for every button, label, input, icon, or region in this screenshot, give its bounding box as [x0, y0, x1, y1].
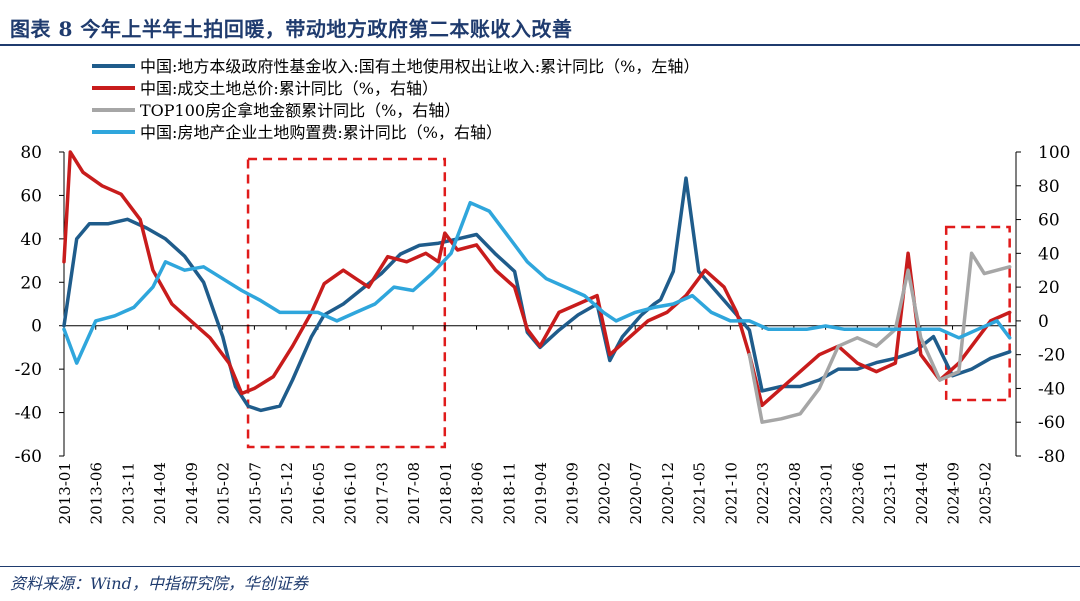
x-tick-label: 2015-02 — [215, 462, 233, 524]
series-line — [747, 251, 1012, 424]
chart-legend: 中国:地方本级政府性基金收入:国有土地使用权出让收入:累计同比（%，左轴） 中国:… — [92, 57, 699, 142]
series-lines — [62, 150, 1012, 424]
left-tick-label: -20 — [15, 360, 42, 380]
legend-label: 中国:成交土地总价:累计同比（%，右轴） — [140, 79, 438, 98]
x-tick-label: 2016-05 — [310, 462, 328, 524]
x-tick-label: 2020-12 — [659, 462, 677, 524]
right-tick-label: 80 — [1038, 177, 1060, 197]
line-chart: 中国:地方本级政府性基金收入:国有土地使用权出让收入:累计同比（%，左轴） 中国:… — [15, 57, 1071, 524]
x-tick-label: 2023-01 — [818, 462, 836, 524]
x-tick-label: 2021-05 — [691, 462, 709, 524]
x-tick-label: 2024-04 — [913, 462, 931, 524]
right-tick-label: -40 — [1038, 379, 1065, 399]
x-tick-label: 2021-10 — [722, 462, 740, 524]
x-tick-label: 2024-09 — [945, 462, 963, 524]
x-tick-label: 2015-07 — [246, 462, 264, 524]
x-tick-label: 2023-06 — [849, 462, 867, 524]
x-tick-label: 2018-06 — [469, 462, 487, 524]
left-tick-label: 20 — [20, 273, 42, 293]
source-divider — [0, 566, 1080, 567]
legend-label: 中国:房地产企业土地购置费:累计同比（%，右轴） — [140, 123, 502, 142]
series-line — [62, 150, 1012, 408]
left-tick-label: 0 — [31, 317, 42, 337]
figure-title: 图表 8 今年上半年土拍回暖，带动地方政府第二本账收入改善 — [10, 17, 573, 41]
figure-header: 图表 8 今年上半年土拍回暖，带动地方政府第二本账收入改善 — [0, 0, 1080, 46]
highlight-box — [246, 157, 447, 449]
x-tick-label: 2013-11 — [119, 462, 137, 524]
x-tick-label: 2022-08 — [786, 462, 804, 524]
left-tick-label: -40 — [15, 404, 42, 424]
source-note: 资料来源：Wind，中指研究院，华创证券 — [10, 574, 308, 593]
x-tick-label: 2014-09 — [183, 462, 201, 524]
x-tick-label: 2013-01 — [56, 462, 74, 524]
highlight-boxes — [246, 157, 1011, 449]
highlight-box — [944, 225, 1011, 402]
left-tick-label: 80 — [20, 143, 42, 163]
x-tick-label: 2020-02 — [595, 462, 613, 524]
x-tick-label: 2020-07 — [627, 462, 645, 524]
x-tick-label: 2019-09 — [564, 462, 582, 524]
right-tick-label: -80 — [1038, 447, 1065, 467]
x-tick-label: 2016-10 — [342, 462, 360, 524]
legend-label: 中国:地方本级政府性基金收入:国有土地使用权出让收入:累计同比（%，左轴） — [140, 57, 699, 76]
right-tick-label: 20 — [1038, 278, 1060, 298]
x-tick-label: 2022-03 — [754, 462, 772, 524]
right-tick-label: 40 — [1038, 244, 1060, 264]
right-tick-label: 100 — [1038, 143, 1070, 163]
right-tick-label: -60 — [1038, 413, 1065, 433]
header-divider — [0, 44, 1080, 46]
x-tick-label: 2019-04 — [532, 462, 550, 524]
left-tick-label: -60 — [15, 447, 42, 467]
x-tick-label: 2025-02 — [976, 462, 994, 524]
right-tick-label: 60 — [1038, 211, 1060, 231]
x-tick-label: 2015-12 — [278, 462, 296, 524]
x-tick-label: 2023-11 — [881, 462, 899, 524]
right-tick-label: -20 — [1038, 346, 1065, 366]
chart-axes: 80 60 40 20 0 -20 -40 -60 100 80 60 40 20 0 -20 -40 -60 -… — [15, 143, 1071, 524]
left-tick-label: 40 — [20, 230, 42, 250]
series-line — [62, 200, 1012, 365]
x-tick-label: 2017-08 — [405, 462, 423, 524]
right-tick-label: 0 — [1038, 312, 1049, 332]
x-tick-label: 2018-11 — [500, 462, 518, 524]
x-tick-label: 2013-06 — [88, 462, 106, 524]
x-tick-label: 2018-01 — [437, 462, 455, 524]
legend-label: TOP100房企拿地金额累计同比（%，右轴） — [140, 101, 460, 120]
x-tick-label: 2014-04 — [151, 462, 169, 524]
series-line — [62, 176, 1012, 413]
left-tick-label: 60 — [20, 186, 42, 206]
x-tick-label: 2017-03 — [373, 462, 391, 524]
